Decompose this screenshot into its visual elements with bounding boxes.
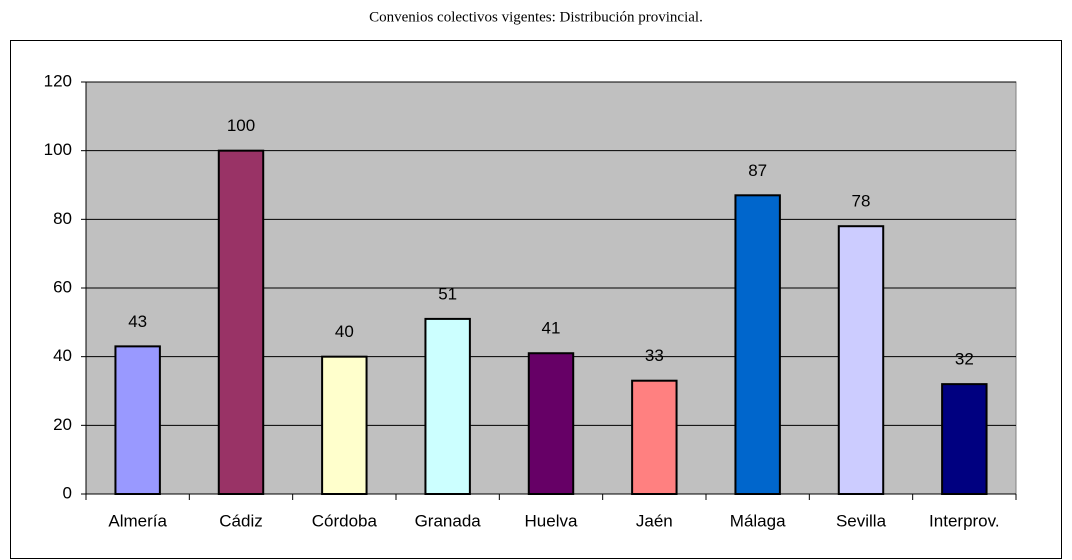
y-tick-label: 120 [44,71,72,90]
data-label: 78 [852,192,871,211]
y-tick-label: 100 [44,140,72,159]
x-tick-label: Jaén [636,511,673,530]
y-tick-label: 0 [63,483,72,502]
data-label: 40 [335,322,354,341]
x-tick-label: Almería [108,511,167,530]
bar [734,194,781,496]
x-tick-label: Cádiz [219,511,262,530]
x-tick-label: Interprov. [929,511,1000,530]
data-label: 51 [438,284,457,303]
data-label: 32 [955,350,974,369]
y-tick-label: 40 [53,346,72,365]
data-label: 41 [542,319,561,338]
y-tick-label: 60 [53,277,72,296]
y-tick-label: 20 [53,415,72,434]
x-tick-label: Huelva [525,511,578,530]
data-label: 87 [748,161,767,180]
bar [424,317,471,495]
bar [527,352,575,495]
bar [217,149,265,496]
bar [631,379,678,496]
bar [837,225,885,495]
data-label: 33 [645,346,664,365]
bar [941,383,988,495]
data-label: 100 [227,116,255,135]
x-tick-label: Málaga [730,511,786,530]
x-tick-label: Córdoba [312,511,378,530]
x-tick-label: Granada [415,511,482,530]
bar [321,355,368,495]
data-label: 43 [128,312,147,331]
y-tick-label: 80 [53,209,72,228]
chart-title: Convenios colectivos vigentes: Distribuc… [369,9,703,25]
bar [114,345,161,495]
x-tick-label: Sevilla [836,511,887,530]
